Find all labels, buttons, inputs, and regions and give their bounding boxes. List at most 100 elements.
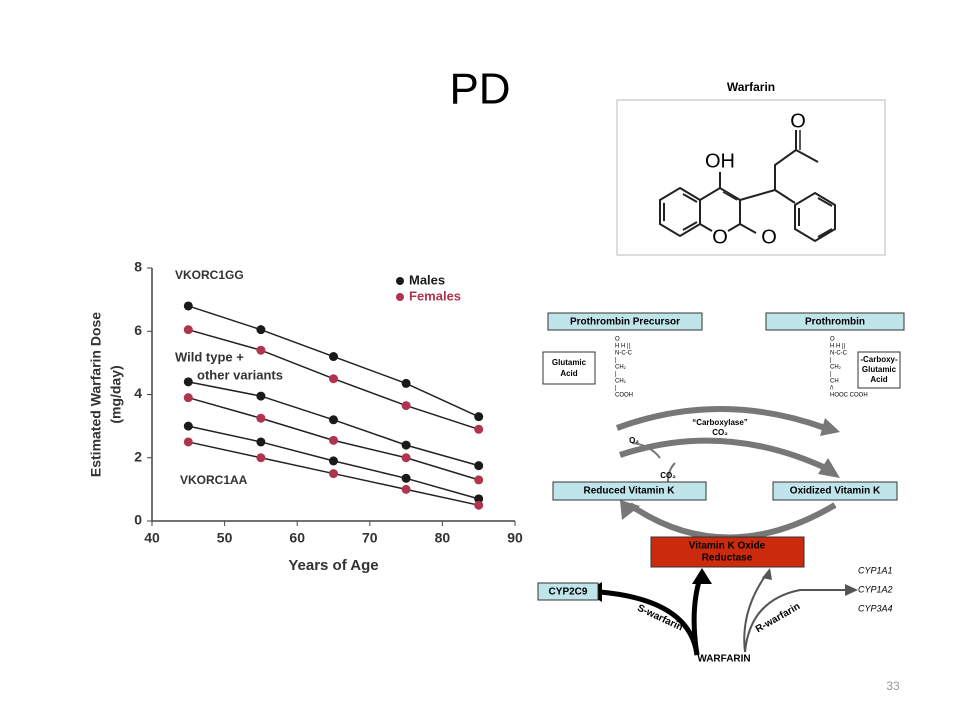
- label: Vitamin K Oxide: [689, 541, 766, 552]
- box: [765, 312, 905, 331]
- label: CO₂: [712, 428, 728, 437]
- point: [401, 440, 411, 450]
- legend-marker: [396, 277, 404, 285]
- annotation: VKORC1AA: [180, 473, 248, 487]
- legend-label: Males: [409, 272, 445, 287]
- atom-label: O: [761, 226, 777, 248]
- point: [256, 345, 266, 355]
- box: [542, 351, 596, 385]
- formula-text: N-C-C: [830, 351, 848, 357]
- annotation: VKORC1GG: [175, 268, 244, 282]
- point: [474, 412, 484, 422]
- point: [329, 469, 338, 479]
- label: “Carboxylase”: [692, 418, 748, 427]
- x-tick-label: 90: [507, 530, 523, 546]
- structure: [616, 99, 886, 256]
- formula-text: O: [830, 337, 835, 343]
- point: [401, 401, 411, 411]
- point: [474, 475, 484, 485]
- point: [183, 377, 193, 387]
- x-tick-label: 50: [217, 530, 233, 546]
- arrowheads: [585, 418, 858, 602]
- box: [537, 582, 599, 601]
- formula-text: |: [615, 386, 617, 392]
- point: [474, 500, 484, 510]
- label: Reductase: [702, 553, 753, 564]
- formula-text: |: [830, 358, 832, 364]
- point: [329, 352, 338, 362]
- x-tick-label: 40: [144, 530, 160, 546]
- point: [183, 393, 193, 403]
- point: [401, 378, 411, 388]
- point: [183, 437, 193, 447]
- point: [256, 413, 266, 423]
- label: -Carboxy-: [860, 355, 898, 364]
- point: [183, 421, 193, 431]
- page-number: 33: [886, 679, 900, 693]
- label: CYP1A1: [858, 565, 893, 575]
- structure-title: Warfarin: [727, 80, 775, 94]
- point: [329, 415, 338, 425]
- formula-text: CH₂: [615, 379, 627, 385]
- pathway-arrows: [599, 406, 845, 656]
- atom-label: OH: [705, 150, 735, 172]
- atom-label: O: [712, 226, 728, 248]
- y-axis-label: (mg/day): [108, 365, 124, 423]
- box: [857, 351, 901, 389]
- y-tick-label: 4: [134, 385, 142, 401]
- point: [401, 453, 411, 463]
- x-tick-label: 80: [435, 530, 451, 546]
- y-tick-label: 0: [134, 512, 142, 528]
- point: [183, 325, 193, 335]
- label: CYP2C9: [549, 587, 588, 598]
- label: CO₂: [660, 471, 676, 480]
- point: [256, 391, 266, 401]
- label: Acid: [870, 375, 887, 384]
- box: [552, 481, 707, 501]
- label: Glutamic: [862, 365, 897, 374]
- point: [474, 461, 484, 471]
- slide-title: PD: [449, 65, 510, 114]
- label: R-warfarin: [754, 601, 802, 635]
- formula-text: |: [615, 358, 617, 364]
- label: O₂: [629, 436, 639, 445]
- point: [474, 424, 484, 434]
- formula-text: |: [615, 372, 617, 378]
- point: [329, 435, 338, 445]
- label: Glutamic: [552, 358, 587, 367]
- point: [256, 325, 266, 335]
- formula-text: CH₂: [615, 365, 627, 371]
- point: [401, 484, 411, 494]
- label: CYP1A2: [858, 584, 893, 594]
- label: Oxidized Vitamin K: [790, 486, 881, 497]
- x-axis-label: Years of Age: [288, 557, 378, 574]
- point: [329, 374, 338, 384]
- point: [183, 301, 193, 311]
- label: WARFARIN: [697, 654, 750, 665]
- formula-text: N-C-C: [615, 351, 633, 357]
- box: [650, 536, 805, 568]
- point: [256, 453, 266, 463]
- point: [474, 494, 484, 504]
- atom-label: O: [790, 110, 806, 132]
- formula-text: COOH: [615, 393, 633, 399]
- formula-text: HOOC COOH: [830, 393, 868, 399]
- point: [256, 437, 266, 447]
- formula-text: CH: [830, 379, 839, 385]
- y-tick-label: 8: [134, 259, 142, 275]
- legend-marker: [396, 293, 404, 301]
- label: Reduced Vitamin K: [584, 486, 676, 497]
- label: Prothrombin: [805, 317, 865, 328]
- label: Prothrombin Precursor: [570, 317, 680, 328]
- y-tick-label: 6: [134, 322, 142, 338]
- formula-text: O: [615, 337, 620, 343]
- annotation: Wild type +: [175, 349, 244, 364]
- y-tick-label: 2: [134, 448, 142, 464]
- formula-text: H H ||: [615, 344, 631, 350]
- legend-label: Females: [409, 288, 461, 303]
- point: [329, 456, 338, 466]
- formula-text: /\: [830, 386, 834, 392]
- formula-text: CH₂: [830, 365, 842, 371]
- formula-text: H H ||: [830, 344, 846, 350]
